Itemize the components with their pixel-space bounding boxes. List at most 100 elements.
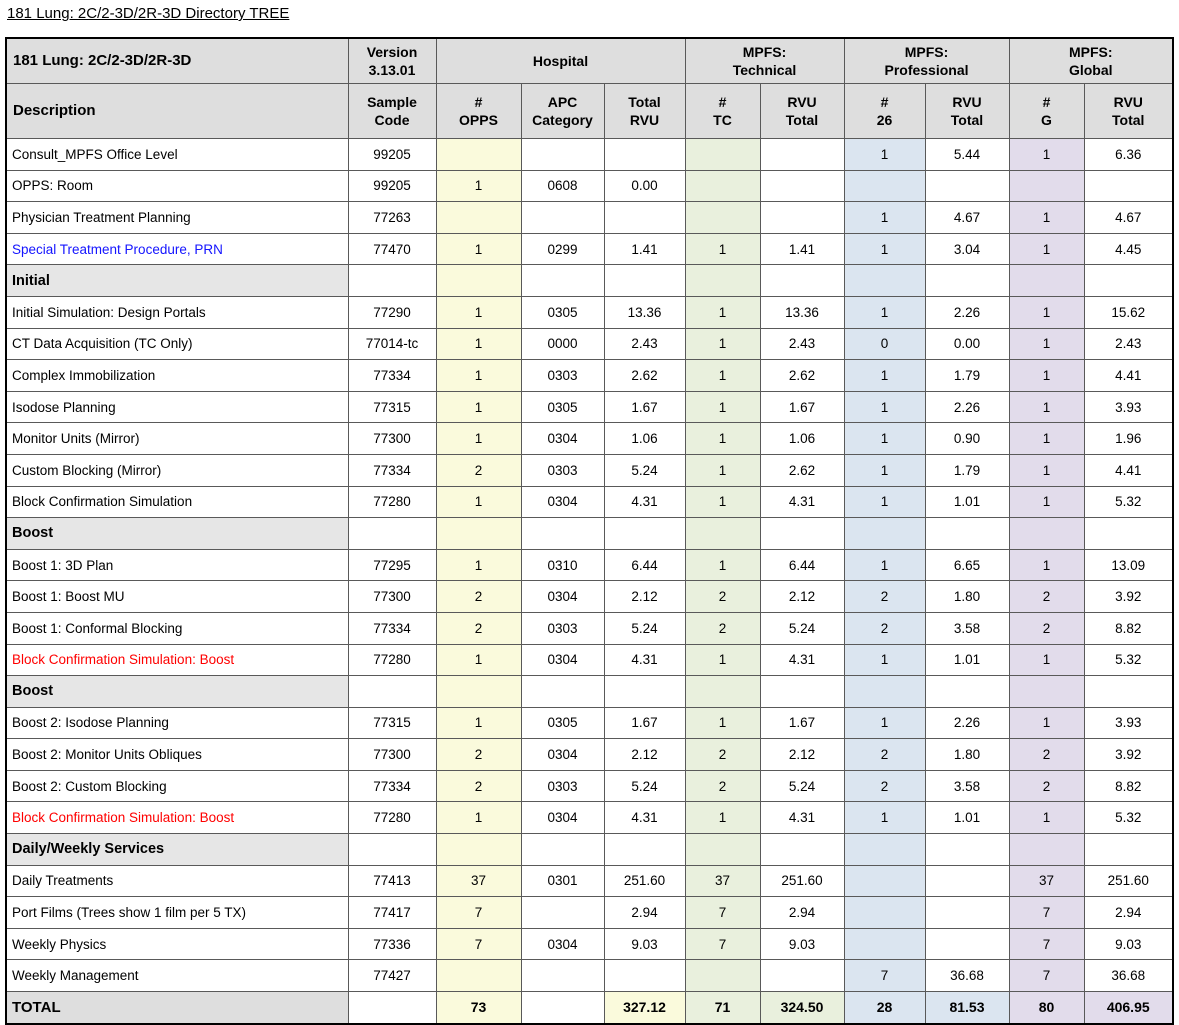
cell-apc-category: 0304 [520,580,605,613]
cell-sample-code: 77336 [347,927,437,961]
cell-professional-rvu-total [924,896,1010,929]
cell-technical-rvu-total: 324.50 [759,991,845,1025]
cell-technical-rvu-total [759,959,845,993]
cell-num-opps: 2 [435,738,522,771]
version-cell: Version 3.13.01 [347,37,437,84]
table-row: Boost 2: Custom Blocking 77334 2 0303 5.24 2 5… [5,769,1174,803]
cell-professional-rvu-total [924,864,1010,898]
cell-num-tc [684,517,761,550]
cell-description: Physician Treatment Planning [5,201,349,234]
cell-description: Boost [5,675,349,708]
cell-sample-code: 77427 [347,959,437,993]
cell-professional-rvu-total: 1.80 [924,580,1010,613]
cell-technical-rvu-total [759,169,845,203]
cell-num-26: 0 [843,327,926,361]
cell-num-g: 1 [1008,801,1085,835]
cell-description: OPPS: Room [5,169,349,203]
cell-num-26: 1 [843,706,926,740]
cell-global-rvu-total: 5.32 [1083,801,1174,835]
cell-num-26: 2 [843,738,926,771]
cell-num-26: 1 [843,643,926,677]
cell-hospital-total-rvu: 0.00 [603,169,686,203]
cell-num-tc: 1 [684,453,761,487]
cell-hospital-total-rvu [603,264,686,297]
column-header-global-rvu-total: RVU Total [1083,83,1174,139]
cell-professional-rvu-total: 0.90 [924,422,1010,455]
cell-apc-category: 0304 [520,927,605,961]
column-header-apc-category: APC Category [520,83,605,139]
cell-num-opps: 1 [435,548,522,582]
cell-global-rvu-total: 4.41 [1083,453,1174,487]
cell-technical-rvu-total: 1.06 [759,422,845,455]
cell-num-26: 1 [843,201,926,234]
cell-technical-rvu-total: 1.67 [759,706,845,740]
table-row: Block Confirmation Simulation: Boost 7728… [5,643,1174,677]
cell-hospital-total-rvu: 2.62 [603,359,686,392]
cell-num-g: 1 [1008,706,1085,740]
cell-hospital-total-rvu: 327.12 [603,991,686,1025]
table-row: Special Treatment Procedure, PRN 77470 1 02… [5,232,1174,266]
table-row: Consult_MPFS Office Level 99205 1 5.44 1 6.36 [5,138,1174,171]
cell-description: Isodose Planning [5,390,349,424]
cell-num-26: 1 [843,295,926,329]
cell-num-tc: 1 [684,359,761,392]
cell-description: Initial Simulation: Design Portals [5,295,349,329]
cell-num-26: 1 [843,359,926,392]
cell-num-tc: 37 [684,864,761,898]
cell-description: Boost 2: Monitor Units Obliques [5,738,349,771]
cell-description: Weekly Management [5,959,349,993]
cell-num-26 [843,517,926,550]
table-row: Isodose Planning 77315 1 0305 1.67 1 1.67 1 2.26… [5,390,1174,424]
cell-professional-rvu-total: 1.01 [924,485,1010,519]
cell-num-tc [684,959,761,993]
cell-apc-category [520,138,605,171]
cell-num-26: 2 [843,611,926,645]
cell-sample-code: 77300 [347,580,437,613]
cell-num-26 [843,264,926,297]
table-row: Boost 2: Monitor Units Obliques 77300 2 030… [5,738,1174,771]
cell-technical-rvu-total: 4.31 [759,643,845,677]
cell-global-rvu-total: 8.82 [1083,611,1174,645]
cell-num-tc: 1 [684,485,761,519]
cell-num-g: 1 [1008,232,1085,266]
cell-sample-code [347,991,437,1025]
cell-technical-rvu-total: 2.62 [759,453,845,487]
cell-num-26: 7 [843,959,926,993]
cell-description: Boost 1: 3D Plan [5,548,349,582]
cell-professional-rvu-total [924,169,1010,203]
table-row: Physician Treatment Planning 77263 1 4.67 1 4… [5,201,1174,234]
cell-description: CT Data Acquisition (TC Only) [5,327,349,361]
cell-num-opps [435,833,522,866]
table-row: Initial Simulation: Design Portals 77290 1… [5,295,1174,329]
group-header-hospital: Hospital [435,37,686,84]
cell-professional-rvu-total: 1.79 [924,453,1010,487]
cell-num-tc: 1 [684,390,761,424]
cell-description: Complex Immobilization [5,359,349,392]
cell-num-g [1008,675,1085,708]
cell-apc-category [520,201,605,234]
cell-num-tc: 7 [684,896,761,929]
cell-professional-rvu-total [924,833,1010,866]
cell-sample-code [347,264,437,297]
cell-description[interactable]: Special Treatment Procedure, PRN [5,232,349,266]
cell-num-opps: 2 [435,453,522,487]
cell-num-tc: 1 [684,327,761,361]
cell-global-rvu-total: 251.60 [1083,864,1174,898]
column-header-sample-code: Sample Code [347,83,437,139]
table-row: Block Confirmation Simulation 77280 1 0304 4… [5,485,1174,519]
cell-num-g: 37 [1008,864,1085,898]
cell-description: Boost [5,517,349,550]
cell-num-opps: 1 [435,801,522,835]
cell-description: Consult_MPFS Office Level [5,138,349,171]
cell-apc-category: 0304 [520,643,605,677]
section-row: Daily/Weekly Services [5,833,1174,866]
cell-num-g: 2 [1008,769,1085,803]
cell-global-rvu-total: 8.82 [1083,769,1174,803]
cell-num-tc: 71 [684,991,761,1025]
cell-num-g: 1 [1008,390,1085,424]
cell-apc-category: 0299 [520,232,605,266]
cell-apc-category [520,264,605,297]
cell-num-26 [843,864,926,898]
cell-technical-rvu-total: 2.12 [759,738,845,771]
cell-apc-category: 0305 [520,706,605,740]
